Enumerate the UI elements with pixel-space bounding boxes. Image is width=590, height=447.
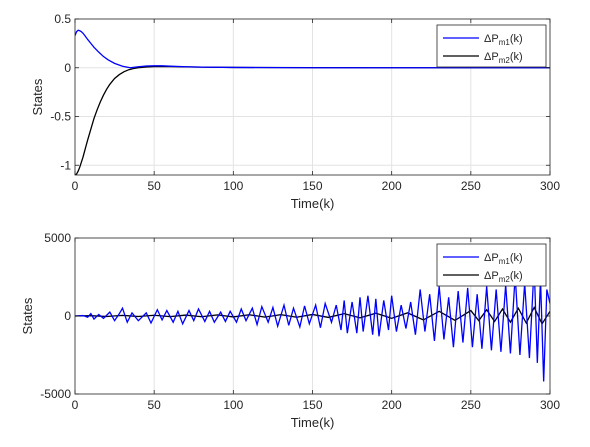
legend-label-suffix: (k) bbox=[510, 252, 523, 264]
x-tick-label: 250 bbox=[461, 179, 481, 193]
legend-label-suffix: (k) bbox=[510, 51, 523, 63]
x-tick-label: 50 bbox=[147, 398, 161, 412]
legend-label-suffix: (k) bbox=[510, 270, 523, 282]
y-axis-label: States bbox=[30, 78, 45, 115]
y-tick-label: 0 bbox=[64, 309, 71, 323]
x-tick-label: 50 bbox=[147, 179, 161, 193]
x-tick-label: 100 bbox=[223, 179, 243, 193]
x-axis-label: Time(k) bbox=[291, 196, 335, 211]
legend-label-m2: ΔPm2(k) bbox=[484, 51, 523, 65]
x-tick-label: 300 bbox=[540, 398, 560, 412]
y-tick-label: -5000 bbox=[40, 387, 71, 401]
legend-label-m2: ΔPm2(k) bbox=[484, 270, 523, 284]
legend-label-subscript: m2 bbox=[499, 56, 511, 65]
legend-label-subscript: m2 bbox=[499, 275, 511, 284]
y-tick-label: 5000 bbox=[44, 231, 71, 245]
x-tick-label: 300 bbox=[540, 179, 560, 193]
y-tick-label: 0.5 bbox=[54, 12, 71, 26]
legend-label-base: ΔP bbox=[484, 33, 499, 45]
x-tick-label: 200 bbox=[382, 179, 402, 193]
y-tick-label: -0.5 bbox=[50, 110, 71, 124]
x-tick-label: 150 bbox=[302, 179, 322, 193]
x-tick-label: 0 bbox=[72, 398, 79, 412]
y-tick-label: 0 bbox=[64, 61, 71, 75]
x-axis-label: Time(k) bbox=[291, 415, 335, 430]
x-tick-label: 250 bbox=[461, 398, 481, 412]
legend-label-suffix: (k) bbox=[510, 33, 523, 45]
legend-label-base: ΔP bbox=[484, 252, 499, 264]
top-chart: 0 50 100 150 200 250 300 0.5 0 -0.5 -1 Time(k) State… bbox=[30, 12, 560, 211]
x-tick-label: 150 bbox=[302, 398, 322, 412]
legend-label-m1: ΔPm1(k) bbox=[484, 33, 523, 47]
bottom-chart: 0 50 100 150 200 250 30050000-5000Time(k)State… bbox=[20, 231, 560, 430]
legend-label-subscript: m1 bbox=[499, 257, 511, 266]
series-line-m1 bbox=[75, 266, 550, 382]
series-line-m1 bbox=[75, 29, 550, 69]
x-tick-label: 100 bbox=[223, 398, 243, 412]
legend-box bbox=[436, 24, 547, 68]
x-tick-label: 0 bbox=[72, 179, 79, 193]
legend-label-subscript: m1 bbox=[499, 38, 511, 47]
legend-label-base: ΔP bbox=[484, 270, 499, 282]
legend-label-m1: ΔPm1(k) bbox=[484, 252, 523, 266]
legend-label-base: ΔP bbox=[484, 51, 499, 63]
y-tick-label: -1 bbox=[60, 158, 71, 172]
x-tick-label: 200 bbox=[382, 398, 402, 412]
legend-box bbox=[436, 243, 547, 287]
y-axis-label: States bbox=[20, 297, 35, 334]
